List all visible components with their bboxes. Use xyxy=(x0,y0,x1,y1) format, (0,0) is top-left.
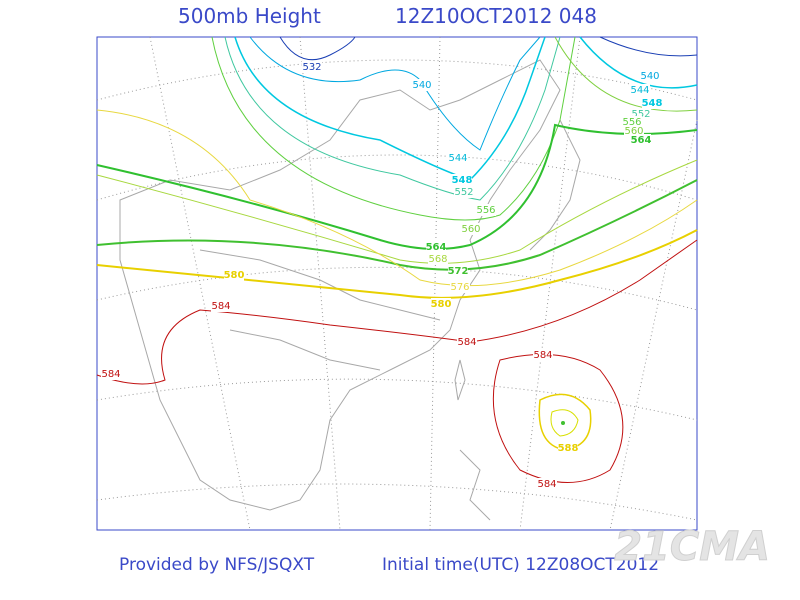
contour-line xyxy=(279,36,356,61)
label-background xyxy=(452,174,472,186)
contour-label: 544 xyxy=(448,153,467,164)
contour-label: 588 xyxy=(558,443,579,454)
contour-labels: 5325405405445485525565605645445485525565… xyxy=(101,61,662,490)
contour-line xyxy=(554,36,698,112)
contour-line xyxy=(579,36,698,89)
label-background xyxy=(630,84,650,96)
contour-label: 576 xyxy=(450,282,469,293)
contour-label: 560 xyxy=(624,126,643,137)
contour-label: 572 xyxy=(448,266,469,277)
contour-label: 584 xyxy=(457,337,476,348)
label-background xyxy=(412,79,432,91)
contour-label: 564 xyxy=(631,135,652,146)
label-background xyxy=(457,336,477,348)
contour-line xyxy=(224,36,561,201)
label-background xyxy=(537,478,557,490)
contour-label: 540 xyxy=(640,71,659,82)
valid-time: 12Z10OCT2012 048 xyxy=(395,4,597,28)
philippines-coast xyxy=(459,449,491,521)
contour-label: 540 xyxy=(412,80,431,91)
contour-label: 552 xyxy=(631,109,650,120)
label-background xyxy=(302,61,322,73)
label-background xyxy=(224,269,244,281)
contour-label: 584 xyxy=(537,479,556,490)
map-title: 500mb Height xyxy=(178,4,321,28)
contour-label: 548 xyxy=(642,98,663,109)
watermark: 21CMA xyxy=(614,524,770,570)
contour-label: 580 xyxy=(224,270,245,281)
contour-line xyxy=(550,409,579,437)
contour-line xyxy=(492,353,624,483)
contour-line xyxy=(96,179,698,271)
label-background xyxy=(448,265,468,277)
label-background xyxy=(642,97,662,109)
label-background xyxy=(558,442,578,454)
contour-label: 560 xyxy=(461,224,480,235)
contour-line xyxy=(96,123,698,250)
label-background xyxy=(211,300,231,312)
taiwan-coast xyxy=(454,359,466,401)
label-background xyxy=(454,186,474,198)
label-background xyxy=(640,70,660,82)
label-background xyxy=(533,349,553,361)
contour-label: 580 xyxy=(431,299,452,310)
contour-label: 544 xyxy=(630,85,649,96)
provider: Provided by NFS/JSQXT xyxy=(119,555,315,575)
latitude-line xyxy=(96,266,698,311)
label-background xyxy=(476,204,496,216)
japan-coast xyxy=(529,119,581,251)
label-background xyxy=(461,223,481,235)
contour-line xyxy=(599,36,698,57)
contour-label: 584 xyxy=(533,350,552,361)
contour-line xyxy=(96,239,698,385)
label-background xyxy=(450,281,470,293)
contour-label: 548 xyxy=(452,175,473,186)
contour-label: 552 xyxy=(454,187,473,198)
contour-label: 556 xyxy=(476,205,495,216)
contour-label: 584 xyxy=(101,369,120,380)
label-background xyxy=(448,152,468,164)
contour-label: 568 xyxy=(428,254,447,265)
label-background xyxy=(101,368,121,380)
contour-line xyxy=(96,109,698,287)
contour-label: 532 xyxy=(302,62,321,73)
label-background xyxy=(428,253,448,265)
contour-line xyxy=(234,36,546,181)
contour-label: 564 xyxy=(426,242,447,253)
latitude-line xyxy=(96,59,698,101)
china-border xyxy=(119,59,561,511)
map-area: 5325405405445485525565605645445485525565… xyxy=(96,36,698,531)
contour-label: 556 xyxy=(622,117,641,128)
land-borders xyxy=(119,59,581,521)
contour-line xyxy=(96,229,698,299)
contour-line xyxy=(538,393,592,451)
label-background xyxy=(426,241,446,253)
label-background xyxy=(431,298,451,310)
low-center xyxy=(561,421,565,425)
label-background xyxy=(631,134,651,146)
contour-label: 584 xyxy=(211,301,230,312)
contour-line xyxy=(211,36,576,221)
initial-time: Initial time(UTC) 12Z08OCT2012 xyxy=(382,555,659,575)
map-frame xyxy=(96,36,698,531)
province-border xyxy=(229,329,381,371)
longitude-line xyxy=(299,36,341,531)
contours xyxy=(96,36,698,483)
